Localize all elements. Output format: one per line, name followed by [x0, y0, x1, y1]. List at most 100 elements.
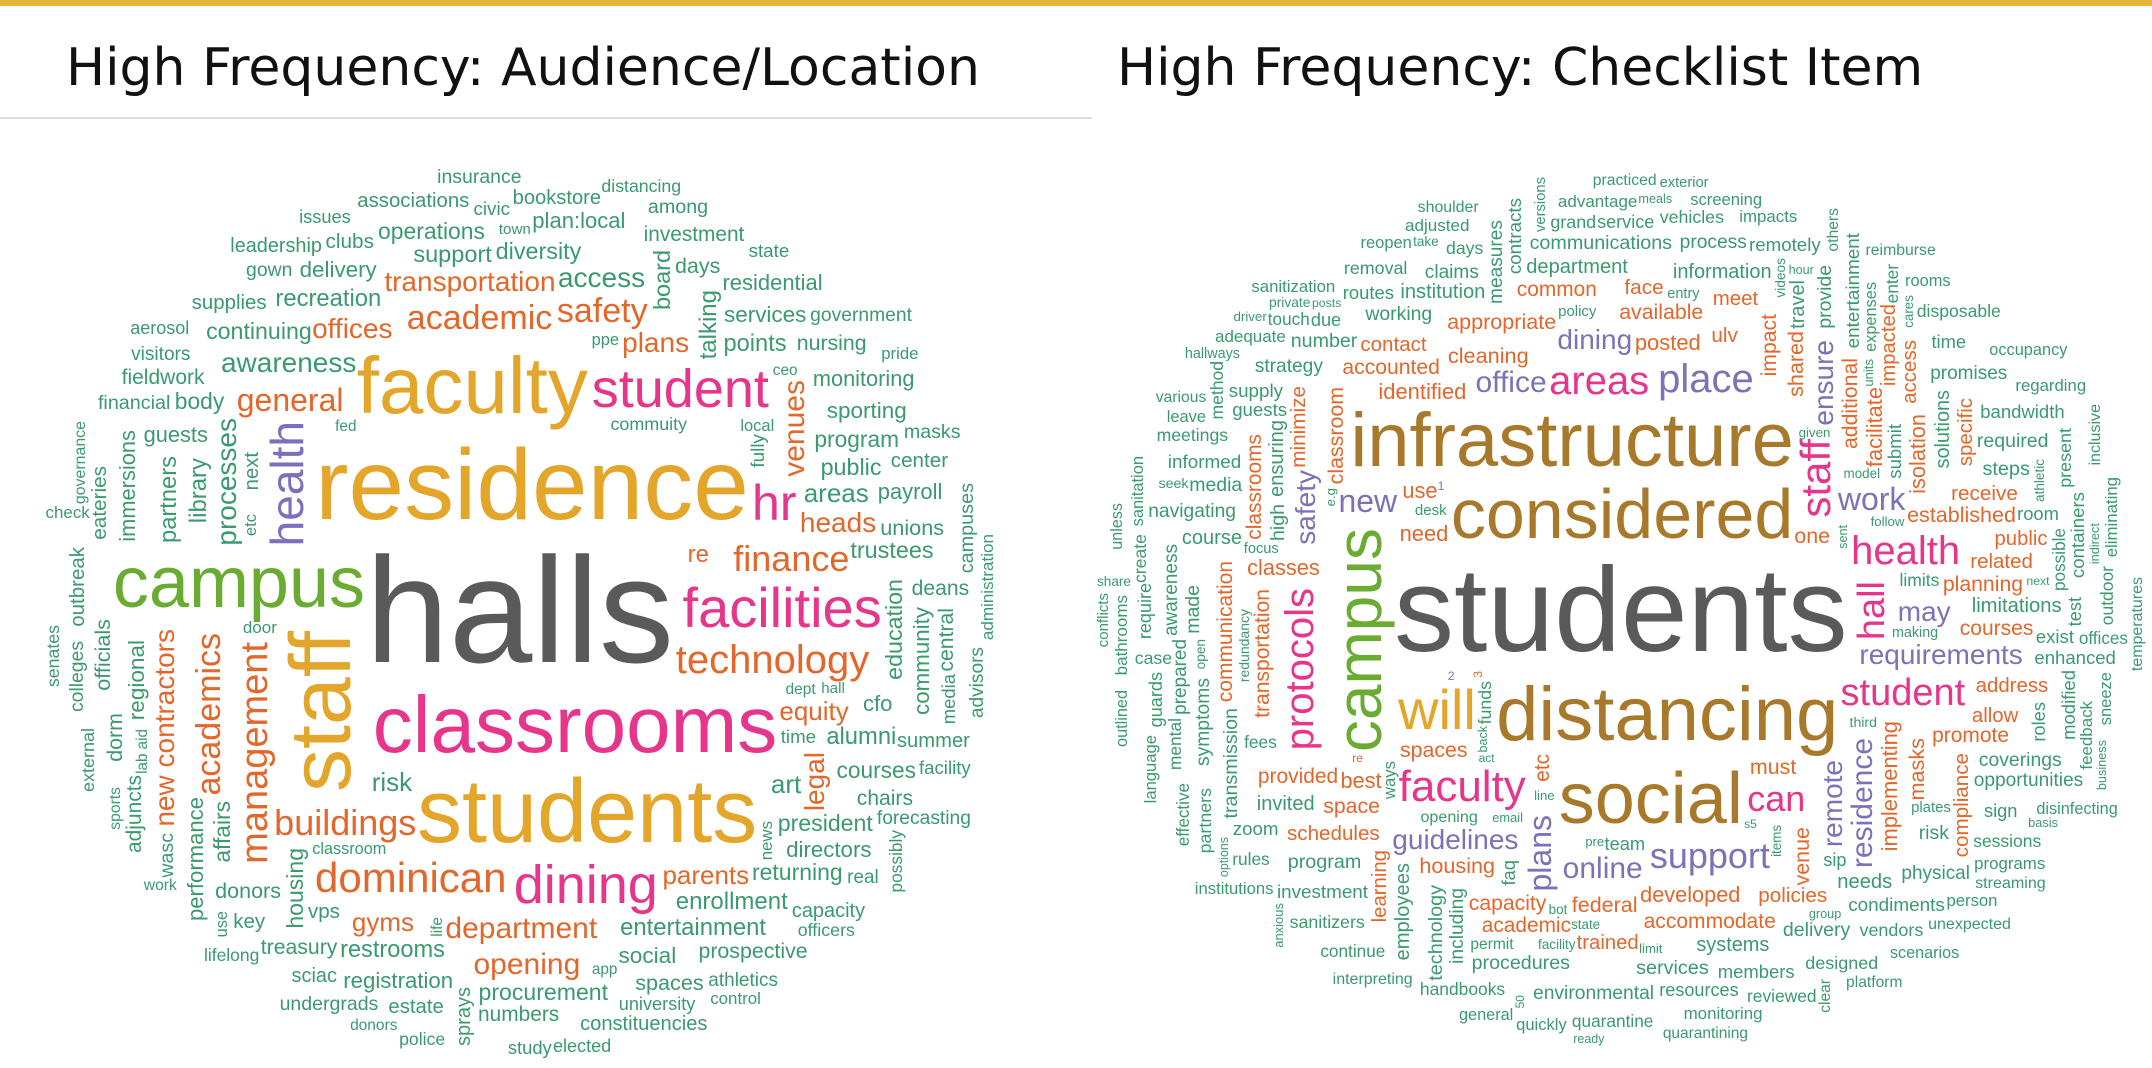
cloud-word: donors	[350, 1016, 398, 1034]
cloud-word: made	[1181, 585, 1204, 634]
cloud-word: wasc	[155, 832, 178, 878]
cloud-word: awareness	[220, 347, 357, 379]
cloud-word: risk	[1918, 821, 1949, 844]
cloud-word: affairs	[208, 801, 235, 863]
cloud-word: capacity	[1468, 892, 1547, 916]
cloud-word: shared	[1783, 330, 1809, 397]
cloud-word: transmission	[1220, 708, 1243, 819]
cloud-word: etc	[1531, 754, 1555, 782]
cloud-word: undergrads	[279, 993, 379, 1016]
cloud-word: opening	[1420, 808, 1478, 827]
cloud-word: students	[1394, 543, 1848, 677]
cloud-word: employees	[1392, 862, 1415, 961]
cloud-word: reimburse	[1865, 242, 1936, 260]
cloud-word: modified	[2057, 670, 2079, 741]
cloud-word: minimize	[1287, 385, 1311, 468]
cloud-word: protocols	[1277, 588, 1322, 751]
cloud-word: trained	[1576, 932, 1639, 955]
cloud-word: cfo	[862, 691, 893, 717]
cloud-word: civic	[473, 197, 511, 219]
cloud-word: grand	[1550, 212, 1597, 233]
cloud-word: rooms	[1905, 271, 1951, 290]
cloud-word: exterior	[1659, 175, 1709, 192]
cloud-word: donors	[215, 879, 281, 904]
cloud-word: specific	[1953, 397, 1977, 466]
cloud-word: posted	[1634, 330, 1701, 356]
cloud-word: lifelong	[203, 944, 260, 965]
cloud-word: fees	[1244, 731, 1277, 752]
cloud-word: possibly	[885, 829, 906, 893]
cloud-word: model	[1843, 466, 1881, 482]
cloud-word: federal	[1571, 892, 1638, 917]
cloud-word: media	[937, 673, 959, 724]
cloud-word: partners	[1194, 787, 1215, 854]
cloud-word: general	[1458, 1006, 1514, 1025]
cloud-word: classrooms	[372, 680, 778, 770]
cloud-word: impact	[1758, 314, 1782, 377]
title-divider	[0, 117, 1092, 119]
cloud-word: implementing	[1877, 721, 1903, 852]
cloud-word: housing	[1419, 853, 1496, 879]
cloud-word: indirect	[2087, 523, 2103, 565]
cloud-word: technology	[1424, 884, 1447, 981]
cloud-word: guidelines	[1392, 823, 1519, 855]
cloud-word: pride	[881, 343, 919, 363]
cloud-word: basis	[2028, 814, 2058, 830]
cloud-word: requirements	[1859, 639, 2023, 671]
cloud-word: registration	[343, 967, 454, 993]
cloud-word: ways	[1379, 761, 1399, 800]
cloud-word: support	[1649, 835, 1770, 877]
cloud-word: place	[1658, 357, 1754, 402]
cloud-word: board	[649, 249, 676, 310]
cloud-word: staff	[272, 631, 369, 792]
cloud-word: compliance	[1950, 752, 1974, 858]
cloud-word: temperatures	[2129, 577, 2147, 672]
cloud-word: talking	[694, 290, 722, 360]
cloud-word: athletics	[708, 969, 778, 991]
cloud-word: campus	[112, 542, 366, 623]
cloud-word: facility	[1537, 937, 1576, 953]
cloud-word: leadership	[230, 235, 322, 258]
cloud-word: policy	[1558, 303, 1597, 321]
cloud-word: work	[143, 877, 177, 895]
cloud-word: eateries	[87, 465, 111, 540]
cloud-word: trustees	[850, 537, 934, 564]
cloud-word: informed	[1167, 451, 1242, 473]
cloud-word: funds	[1475, 680, 1496, 725]
cloud-word: available	[1619, 300, 1704, 325]
cloud-word: hall	[821, 679, 845, 697]
cloud-word: advisors	[967, 647, 989, 719]
cloud-word: established	[1907, 502, 2016, 527]
cloud-word: sneeze	[2096, 671, 2116, 726]
cloud-word: mental	[1165, 718, 1186, 771]
cloud-word: eliminating	[2101, 476, 2121, 558]
cloud-word: program	[814, 425, 900, 452]
cloud-word: email	[1492, 810, 1523, 826]
cloud-word: investment	[1276, 880, 1369, 902]
cloud-word: test	[2064, 596, 2085, 627]
cloud-word: door	[242, 618, 277, 638]
cloud-word: parents	[662, 859, 750, 890]
cloud-word: sanitizers	[1289, 911, 1365, 932]
cloud-word: process	[1679, 232, 1747, 254]
cloud-word: library	[185, 457, 212, 524]
cloud-word: additional	[1837, 358, 1862, 450]
cloud-word: classroom	[312, 840, 387, 859]
cloud-word: central	[934, 608, 958, 672]
cloud-word: aerosol	[130, 318, 190, 339]
cloud-word: sessions	[1973, 831, 2042, 852]
cloud-word: officers	[797, 919, 855, 940]
cloud-word: face	[1624, 276, 1664, 300]
cloud-word: dominican	[315, 854, 507, 902]
cloud-word: delivery	[1782, 919, 1851, 942]
cloud-word: units	[1860, 358, 1876, 387]
cloud-word: operations	[378, 217, 485, 244]
cloud-word: buildings	[274, 801, 417, 843]
cloud-word: courses	[1959, 616, 2034, 640]
cloud-word: fully	[747, 434, 769, 468]
cloud-word: gown	[246, 259, 293, 282]
cloud-word: heads	[799, 506, 877, 538]
cloud-word: allow	[1971, 704, 2019, 727]
cloud-word: information	[1672, 260, 1772, 283]
cloud-word: vendors	[1859, 920, 1924, 941]
